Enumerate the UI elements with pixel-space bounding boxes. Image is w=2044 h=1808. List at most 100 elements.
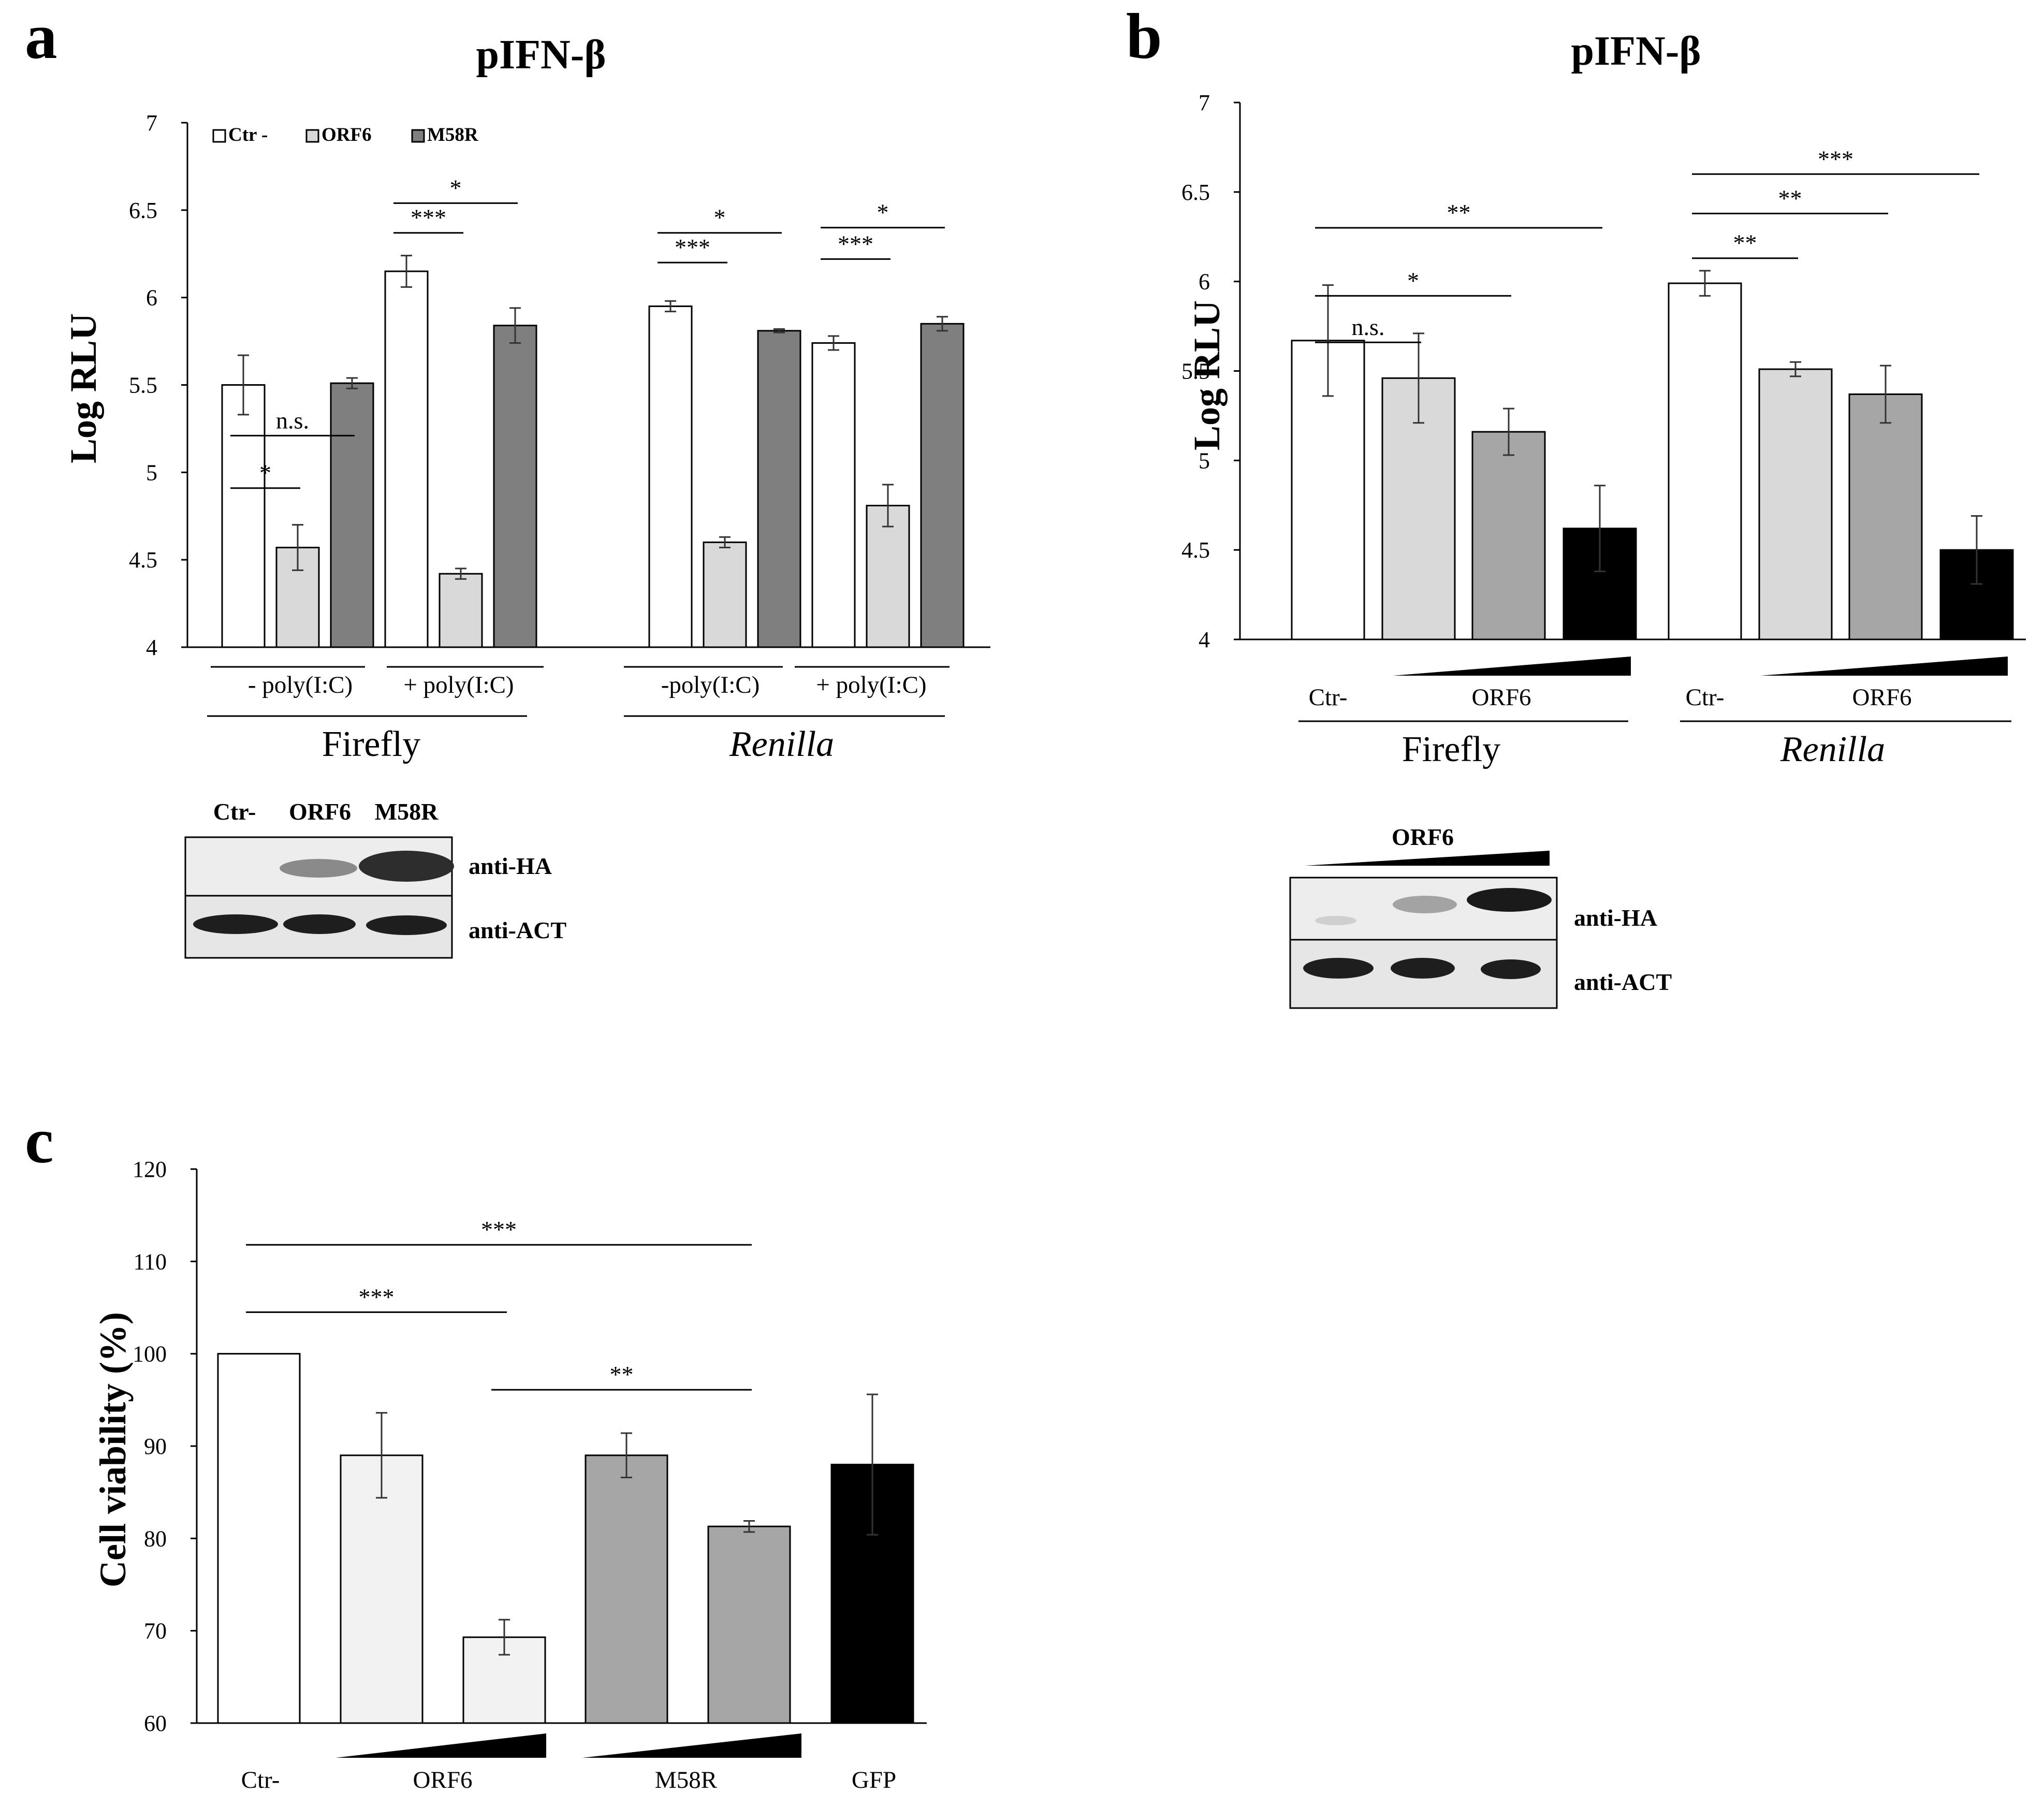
blot-dose-wedge-b (1305, 851, 1550, 866)
significance-label-b: * (1407, 267, 1419, 294)
y-axis-title-b: Log RLU (1186, 300, 1228, 450)
band-act-high-b (1481, 959, 1541, 979)
bar-a (920, 323, 965, 648)
blot-lane-label-m58r: M58R (375, 798, 439, 825)
band-ha-high-b (1467, 888, 1552, 912)
bar-a (648, 305, 693, 648)
y-axis-title-c: Cell viability (%) (92, 1312, 134, 1587)
significance-label-a: n.s. (276, 407, 309, 433)
legend-label-m58r: M58R (427, 124, 479, 145)
bar-c (585, 1454, 668, 1724)
western-blot-a: Ctr- ORF6 M58R anti-HA anti-ACT (184, 798, 566, 959)
y-tick-label-a: 5 (146, 460, 157, 485)
y-tick-label-c: 80 (144, 1526, 167, 1551)
dose-label-b-0: ORF6 (1472, 684, 1531, 711)
western-blot-b: ORF6 anti-HA anti-ACT (1289, 824, 1672, 1009)
y-tick-label-c: 70 (144, 1619, 167, 1644)
bars-c: ******** (217, 1216, 914, 1724)
significance-label-a: * (877, 199, 889, 226)
legend-swatch-orf6 (305, 129, 319, 143)
bar-a (866, 504, 910, 648)
band-ha-orf6-a (280, 859, 357, 878)
bars-a: *n.s.************ (221, 174, 965, 648)
significance-label-a: * (714, 205, 726, 231)
supergroup-label-b-1: Renilla (1780, 730, 1885, 769)
band-act-m58r-a (366, 915, 447, 935)
legend-label-ctr: Ctr - (228, 124, 268, 145)
y-tick-label-a: 4 (146, 635, 157, 660)
x-label-c-ctr: Ctr- (241, 1767, 280, 1794)
panel-a: a pIFN-β Log RLU 44.555.566.57 *n.s.****… (25, 1, 990, 959)
bar-b (1471, 431, 1546, 640)
axes-a: 4 4.5 5 5.5 6 6.5 7 (129, 110, 990, 660)
bar-a (493, 325, 537, 648)
blot-lane-label-orf6: ORF6 (289, 798, 351, 825)
supergroup-label-a-1: Renilla (729, 724, 834, 764)
y-tick-label-b: 4.5 (1181, 537, 1210, 563)
y-tick-label-b: 4 (1199, 627, 1210, 652)
axes-c: 60 70 80 90 100 110 120 (133, 1157, 927, 1736)
panel-b: b pIFN-β Log RLU 44.555.566.57 n.s.*****… (1126, 1, 2026, 1009)
significance-label-b: n.s. (1352, 314, 1385, 340)
bar-c (707, 1525, 791, 1724)
band-act-orf6-a (283, 914, 356, 934)
chart-title-a: pIFN-β (476, 32, 606, 78)
ctr-label-b-0: Ctr- (1309, 684, 1348, 711)
significance-label-b: ** (1447, 199, 1471, 226)
x-labels-c: Ctr- ORF6 M58R GFP (241, 1733, 896, 1794)
dose-wedge-b-1 (1760, 657, 2008, 676)
legend-swatch-ctr (212, 129, 226, 143)
y-tick-label-a: 6 (146, 285, 157, 311)
y-axis-title-a: Log RLU (63, 313, 104, 463)
y-tick-label-c: 110 (134, 1249, 167, 1274)
bar-b (1848, 393, 1923, 640)
dose-label-b-1: ORF6 (1852, 684, 1912, 711)
panel-c: c Cell viability (%) 60 70 80 90 100 110 120 *… (25, 1105, 927, 1794)
chart-title-b: pIFN-β (1571, 28, 1701, 74)
legend-swatch-m58r (411, 129, 425, 143)
dose-wedge-c-orf6 (335, 1733, 546, 1758)
blot-row-label-ha-b: anti-HA (1574, 905, 1657, 931)
bar-a (439, 573, 483, 648)
legend-a: Ctr - ORF6 M58R (212, 124, 479, 145)
y-tick-label-b: 5.5 (1181, 359, 1210, 384)
band-act-mid-b (1391, 958, 1455, 979)
significance-label-a: *** (838, 230, 873, 257)
bar-b (1668, 282, 1742, 640)
bar-a (811, 342, 856, 648)
significance-label-a: *** (675, 234, 710, 260)
supergroup-label-b-0: Firefly (1402, 730, 1501, 769)
blot-row-label-ha-a: anti-HA (469, 853, 552, 879)
band-act-low-b (1303, 958, 1374, 979)
panel-letter-c: c (25, 1105, 53, 1177)
legend-label-orf6: ORF6 (322, 124, 372, 145)
significance-label-a: *** (411, 205, 446, 231)
dose-wedge-b-0 (1393, 657, 1631, 676)
group-label-a-1: + poly(I:C) (403, 672, 514, 698)
bar-a (384, 270, 429, 648)
bars-b: n.s.********** (1291, 145, 2014, 640)
band-ha-m58r-a (359, 851, 454, 882)
panel-letter-a: a (25, 1, 57, 72)
blot-row-label-act-b: anti-ACT (1574, 969, 1672, 995)
blot-row-label-act-a: anti-ACT (469, 917, 566, 943)
y-tick-label-c: 90 (144, 1434, 167, 1459)
significance-label-a: * (450, 174, 462, 201)
bar-c (340, 1454, 424, 1724)
x-label-c-gfp: GFP (852, 1767, 896, 1794)
significance-label-c: *** (481, 1216, 517, 1243)
significance-label-c: ** (610, 1361, 634, 1388)
y-tick-label-a: 7 (146, 110, 157, 136)
bar-a (757, 330, 801, 648)
y-tick-label-c: 120 (133, 1157, 167, 1182)
y-tick-label-b: 6.5 (1181, 180, 1210, 205)
bar-c (217, 1353, 301, 1724)
y-tick-label-c: 60 (144, 1711, 167, 1736)
blot-lane-label-ctr: Ctr- (213, 798, 256, 825)
significance-label-c: *** (359, 1284, 395, 1310)
significance-label-b: *** (1818, 145, 1853, 172)
x-labels-a: - poly(I:C) + poly(I:C) -poly(I:C) + pol… (207, 666, 950, 764)
y-tick-label-b: 5 (1199, 448, 1210, 473)
blot-header-b: ORF6 (1392, 824, 1454, 850)
